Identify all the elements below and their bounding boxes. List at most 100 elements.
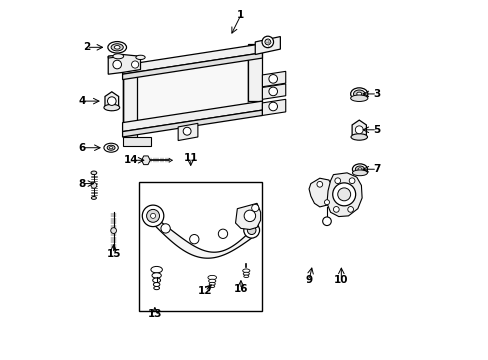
Circle shape	[322, 217, 330, 226]
Ellipse shape	[242, 269, 249, 273]
Ellipse shape	[91, 171, 97, 175]
Ellipse shape	[114, 45, 120, 49]
Circle shape	[113, 60, 121, 69]
Polygon shape	[308, 178, 333, 207]
Text: 8: 8	[79, 179, 86, 189]
Ellipse shape	[353, 90, 364, 98]
Polygon shape	[235, 203, 260, 229]
Text: 9: 9	[305, 275, 312, 285]
Text: 5: 5	[373, 125, 380, 135]
Polygon shape	[153, 216, 251, 258]
Circle shape	[142, 205, 163, 226]
Polygon shape	[262, 99, 285, 116]
Ellipse shape	[108, 41, 126, 53]
Text: 6: 6	[79, 143, 86, 153]
Circle shape	[324, 200, 329, 205]
Ellipse shape	[208, 279, 215, 283]
Polygon shape	[122, 132, 137, 137]
Polygon shape	[122, 137, 151, 146]
Text: 11: 11	[183, 153, 198, 163]
Polygon shape	[178, 123, 198, 140]
Text: 10: 10	[333, 275, 348, 285]
Ellipse shape	[244, 275, 248, 278]
Polygon shape	[247, 44, 262, 101]
Circle shape	[355, 126, 363, 134]
Text: 4: 4	[79, 96, 86, 106]
Ellipse shape	[152, 278, 160, 283]
Circle shape	[107, 97, 116, 105]
Ellipse shape	[357, 168, 361, 171]
Polygon shape	[122, 53, 262, 80]
Circle shape	[334, 178, 340, 184]
Bar	[139, 182, 262, 311]
Polygon shape	[105, 92, 119, 111]
Circle shape	[332, 183, 355, 206]
Circle shape	[91, 183, 97, 188]
Circle shape	[337, 188, 350, 201]
Ellipse shape	[350, 134, 367, 140]
Circle shape	[264, 39, 270, 45]
Circle shape	[131, 61, 139, 68]
Circle shape	[146, 210, 159, 222]
Polygon shape	[122, 65, 137, 123]
Polygon shape	[351, 120, 366, 139]
Text: 15: 15	[106, 248, 121, 258]
Circle shape	[247, 226, 255, 234]
Polygon shape	[262, 84, 285, 99]
Circle shape	[218, 229, 227, 238]
Polygon shape	[108, 54, 140, 74]
Ellipse shape	[243, 272, 249, 275]
Polygon shape	[122, 101, 262, 132]
Text: 12: 12	[198, 286, 212, 296]
Ellipse shape	[136, 55, 145, 59]
Ellipse shape	[356, 92, 361, 96]
Circle shape	[348, 178, 354, 184]
Circle shape	[333, 207, 339, 212]
Circle shape	[347, 207, 353, 212]
Circle shape	[161, 224, 170, 233]
Ellipse shape	[209, 282, 215, 285]
Polygon shape	[255, 37, 280, 54]
Text: 7: 7	[373, 164, 380, 174]
Circle shape	[268, 87, 277, 96]
Text: 13: 13	[147, 310, 162, 319]
Text: 3: 3	[373, 89, 380, 99]
Circle shape	[262, 36, 273, 48]
Circle shape	[244, 222, 259, 238]
Ellipse shape	[111, 44, 123, 51]
Circle shape	[316, 181, 322, 187]
Polygon shape	[142, 156, 150, 165]
Ellipse shape	[355, 166, 364, 172]
Ellipse shape	[107, 145, 115, 150]
Ellipse shape	[209, 285, 214, 288]
Circle shape	[268, 102, 277, 111]
Circle shape	[150, 213, 155, 219]
Ellipse shape	[207, 275, 216, 280]
Ellipse shape	[152, 273, 161, 278]
Circle shape	[110, 228, 116, 233]
Text: 1: 1	[237, 10, 244, 20]
Ellipse shape	[352, 164, 367, 175]
Polygon shape	[122, 110, 262, 137]
Ellipse shape	[104, 143, 118, 152]
Polygon shape	[137, 53, 247, 132]
Ellipse shape	[153, 283, 160, 287]
Text: 2: 2	[83, 42, 90, 52]
Polygon shape	[108, 54, 122, 58]
Polygon shape	[262, 71, 285, 87]
Text: 14: 14	[124, 155, 139, 165]
Ellipse shape	[109, 147, 113, 149]
Ellipse shape	[350, 95, 367, 102]
Polygon shape	[326, 173, 362, 217]
Ellipse shape	[91, 197, 96, 199]
Polygon shape	[122, 44, 262, 74]
Circle shape	[244, 210, 255, 222]
Circle shape	[251, 204, 258, 212]
Text: 16: 16	[233, 284, 247, 294]
Ellipse shape	[352, 170, 367, 176]
Ellipse shape	[104, 104, 120, 111]
Circle shape	[268, 75, 277, 83]
Ellipse shape	[113, 54, 123, 59]
Polygon shape	[247, 110, 262, 116]
Ellipse shape	[151, 266, 162, 273]
